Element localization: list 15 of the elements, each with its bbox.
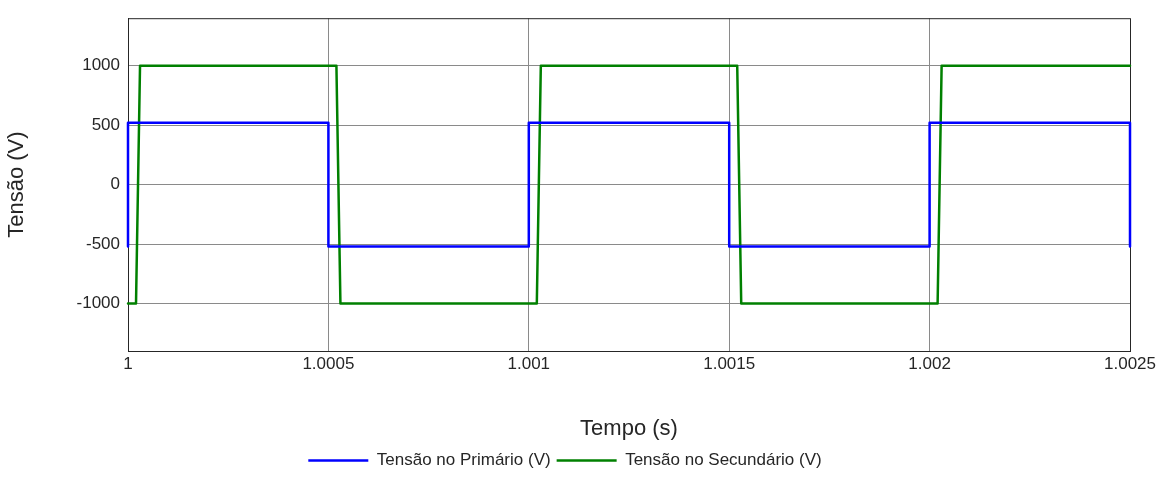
x-tick-label: 1.0025 xyxy=(1104,353,1156,373)
x-tick-label: 1.001 xyxy=(507,353,551,373)
x-tick-label: 1.0015 xyxy=(703,353,756,373)
y-tick-label: 0 xyxy=(110,174,120,194)
x-tick-label: 1.002 xyxy=(908,353,951,373)
legend-label: Tensão no Primário (V) xyxy=(376,450,551,470)
x-tick-label: 1.0005 xyxy=(302,353,355,373)
y-axis-title: Tensão (V) xyxy=(3,131,29,238)
legend-label: Tensão no Secundário (V) xyxy=(625,450,822,470)
y-tick-label: -500 xyxy=(85,233,120,253)
y-tick-label: 1000 xyxy=(82,55,120,75)
y-tick-label: -1000 xyxy=(76,293,120,313)
x-tick-label: 1 xyxy=(123,353,133,373)
y-tick-label: 500 xyxy=(91,114,120,134)
x-axis-title: Tempo (s) xyxy=(580,414,678,440)
